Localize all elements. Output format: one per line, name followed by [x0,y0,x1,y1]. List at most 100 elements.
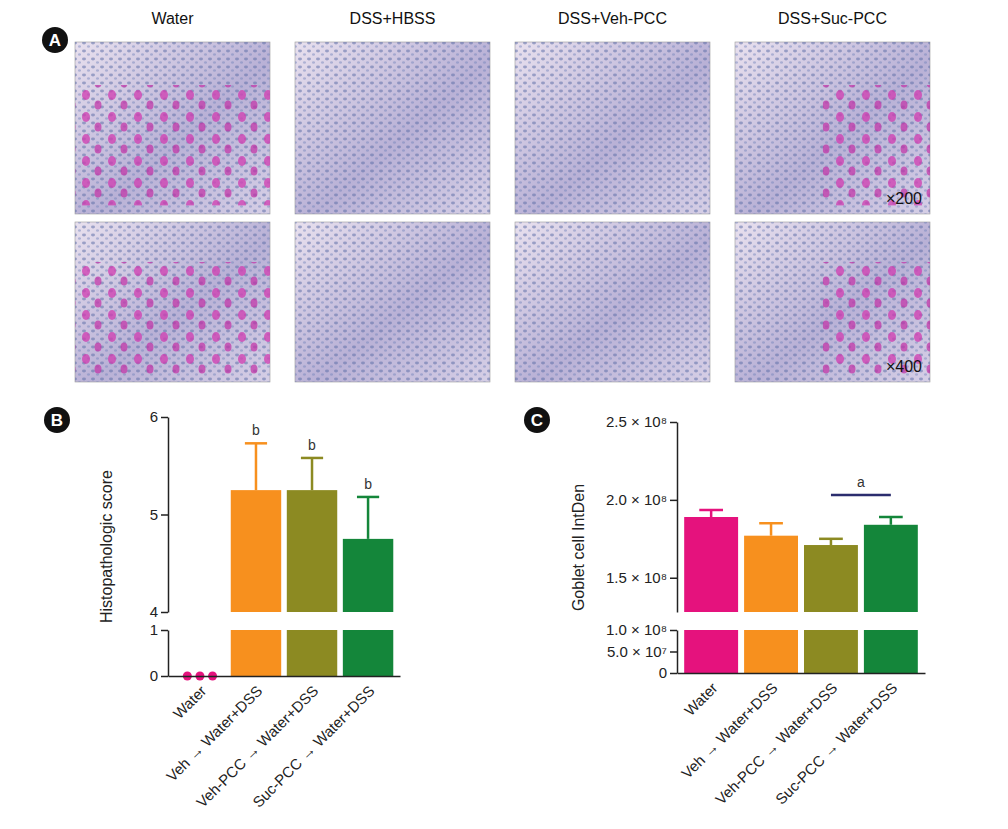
error-bar [770,523,773,535]
plot-area-upper [684,510,918,612]
error-bar [367,497,370,539]
plot-area-upper [231,443,394,612]
micrograph-texture [515,222,710,382]
micrograph [515,42,710,214]
bar [684,630,738,673]
y-tick-mark [670,422,677,424]
panel-label-badge [524,407,550,433]
micrograph [75,42,270,214]
micrograph-texture [75,222,270,382]
error-cap [819,538,843,541]
magnification: ×200 [886,190,922,207]
panel-label: B [51,411,63,430]
micrograph-goblet-texture [823,262,930,374]
panel-label-badge [42,27,68,53]
y-tick-mark [670,651,677,653]
micrograph [735,222,930,382]
y-tick-label: 1 [150,621,158,638]
y-tick: 6 [150,408,168,425]
y-tick: 1.5 × 10⁸ [606,569,677,586]
figure: AWaterDSS+HBSSDSS+Veh-PCCDSS+Suc-PCC×200… [0,0,1008,829]
y-tick-mark [161,612,168,614]
x-tick: Suc-PCC → Water+DSS [249,676,378,811]
y-axis-line [168,631,170,677]
error-cap [759,522,783,525]
bar [804,545,858,612]
error-bar [311,458,314,490]
column-title: Water [151,10,194,27]
x-axis-line [169,676,401,678]
y-tick: 0 [659,664,677,681]
x-tick: Veh → Water+DSS [163,676,266,785]
bar [744,630,798,673]
y-tick: 1 [150,621,168,638]
micrograph-texture [735,222,930,382]
x-axis: WaterVeh → Water+DSSVeh-PCC → Water+DSSS… [163,676,401,811]
error-cap [245,442,267,445]
x-tick: Suc-PCC → Water+DSS [772,673,901,808]
y-axis-upper: 1.5 × 10⁸ 2.0 × 10⁸ 2.5 × 10⁸ [606,413,677,612]
y-tick-mark [670,500,677,502]
micrograph [75,222,270,382]
y-axis-lower: 01 [150,621,169,684]
micrograph-texture [295,42,490,214]
bar [804,630,858,673]
x-axis-line [678,673,926,675]
x-tick-label: Suc-PCC → Water+DSS [249,682,378,811]
plot-area-lower [183,630,393,681]
micrograph-goblet-texture [823,85,930,205]
significance-label: b [308,437,316,453]
x-tick-label: Water [681,679,721,719]
significance-label: b [364,476,372,492]
micrograph-texture [515,42,710,214]
y-tick-mark [161,514,168,516]
error-cap [357,496,379,499]
y-tick-label: 6 [150,408,158,425]
x-tick: Veh-PCC → Water+DSS [712,673,841,808]
error-cap [879,516,903,519]
bar [864,525,918,612]
y-tick: 2.0 × 10⁸ [606,491,677,508]
micrograph-texture [75,42,270,214]
error-cap [699,509,723,512]
magnification: ×400 [886,358,922,375]
y-tick: 2.5 × 10⁸ [606,413,677,430]
y-tick-label: 1.5 × 10⁸ [606,569,667,586]
micrograph [515,222,710,382]
y-tick-mark [670,630,677,632]
x-tick-label: Veh → Water+DSS [163,682,266,785]
column-title: DSS+Suc-PCC [778,10,887,27]
bar [231,490,281,612]
significance-label: a [857,474,865,490]
x-axis: WaterVeh → Water+DSSVeh-PCC → Water+DSSS… [678,673,926,808]
bar [231,630,281,676]
micrograph-goblet-texture [75,85,270,205]
y-axis-line [677,423,679,613]
y-tick-label: 0 [150,667,158,684]
y-tick-label: 2.0 × 10⁸ [606,491,667,508]
significance-bracket [831,494,891,497]
micrograph-goblet-texture [75,262,270,374]
bar [287,490,337,612]
y-tick-mark [670,673,677,675]
y-tick-mark [161,676,168,678]
y-axis-title: Goblet cell IntDen [570,484,587,611]
x-tick-label: Water [170,682,210,722]
y-tick: 4 [150,603,168,620]
bar [684,517,738,612]
y-tick-label: 1.0 × 10⁸ [606,621,667,638]
panel-label: C [531,411,543,430]
y-tick: 5.0 × 10⁷ [607,643,677,660]
y-tick-mark [161,417,168,419]
y-axis-title: Histopathologic score [98,470,115,623]
column-title: DSS+HBSS [350,10,436,27]
bar [343,539,393,612]
y-tick-label: 5 [150,506,158,523]
panel-label: A [49,31,61,50]
micrograph [295,222,490,382]
y-tick-label: 2.5 × 10⁸ [606,413,667,430]
micrograph [295,42,490,214]
micrograph-texture [295,222,490,382]
x-tick-label: Suc-PCC → Water+DSS [772,679,901,808]
y-tick-label: 0 [659,664,667,681]
